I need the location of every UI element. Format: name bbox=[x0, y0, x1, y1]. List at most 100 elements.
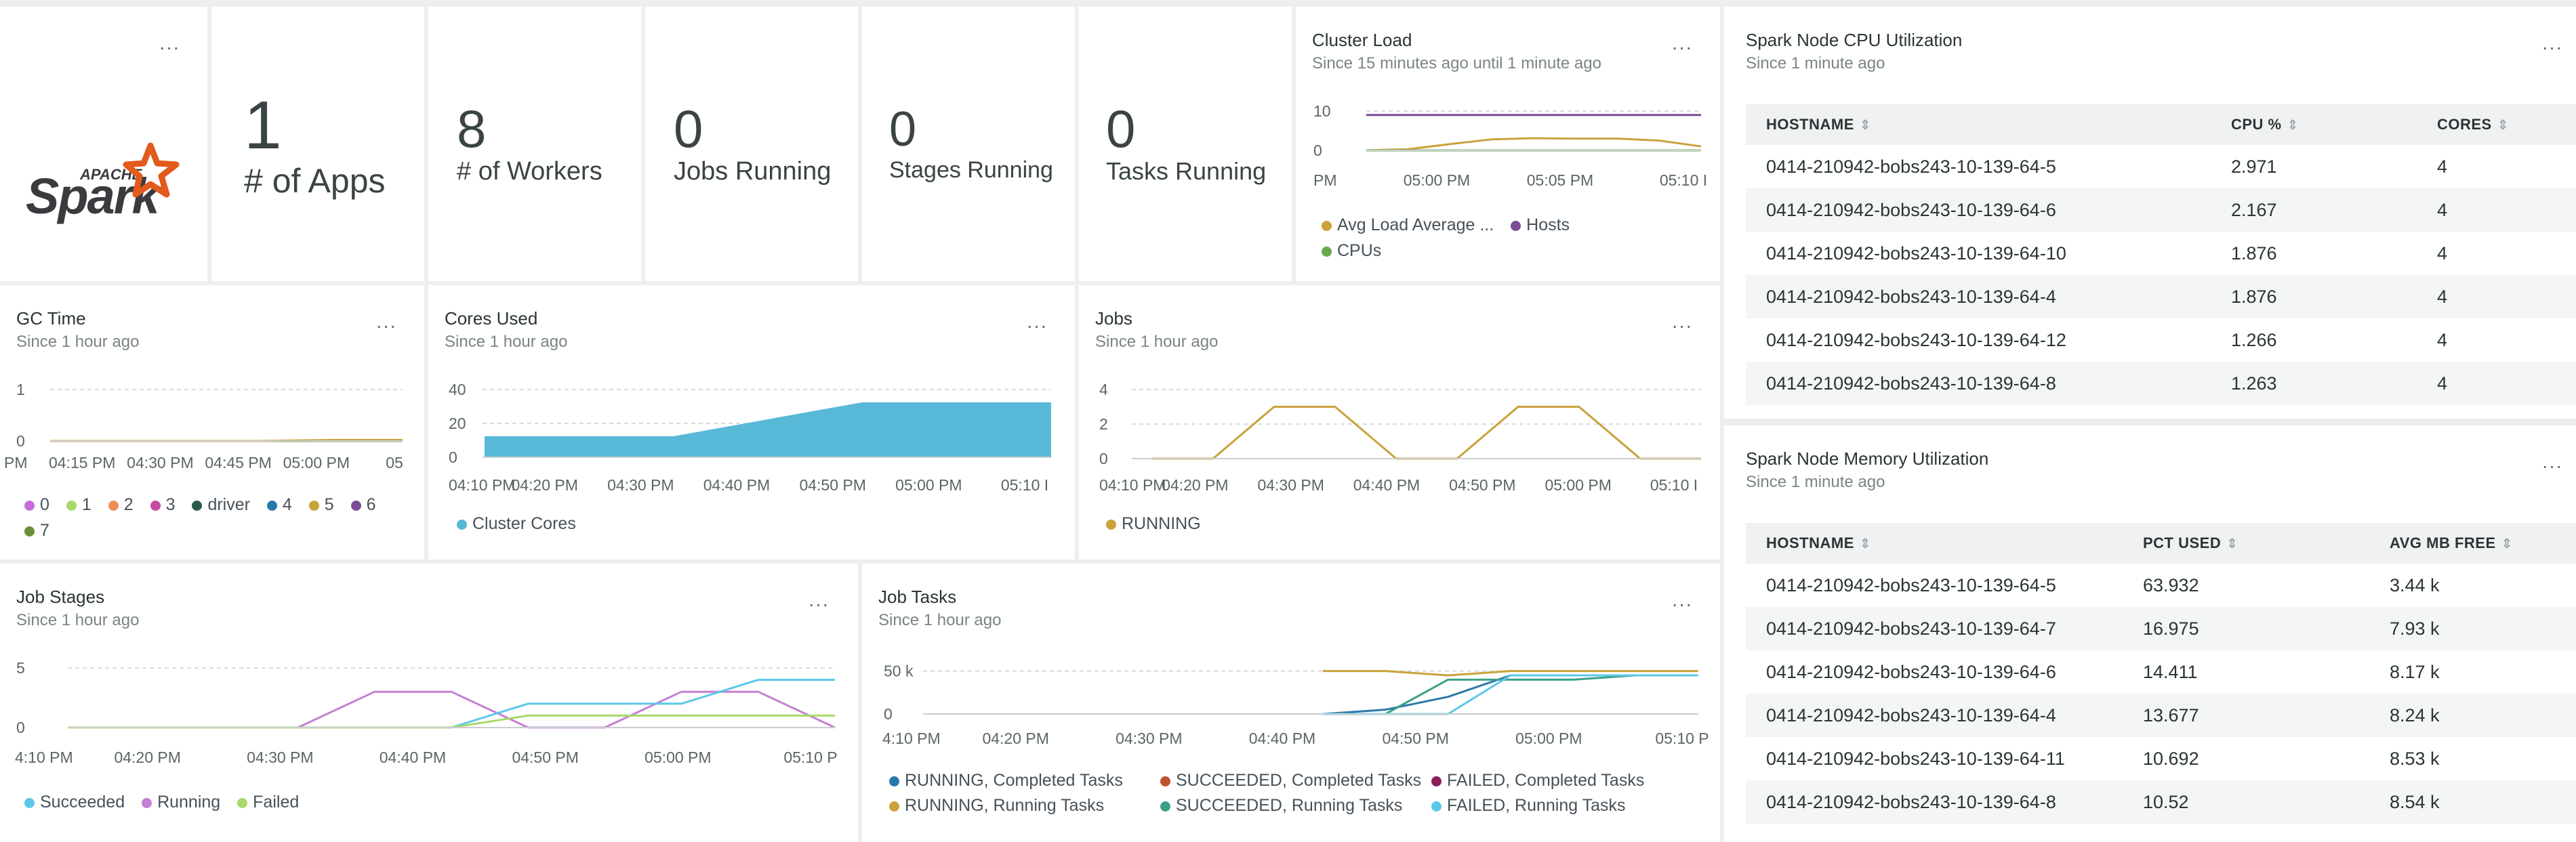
table-row[interactable]: 0414-210942-bobs243-10-139-64-5 2.971 4 bbox=[1766, 156, 2448, 177]
more-menu-button[interactable]: ··· bbox=[1671, 37, 1693, 58]
legend-item[interactable]: 7 bbox=[24, 521, 49, 540]
y-tick-label: 0 bbox=[1313, 142, 1322, 159]
table-row[interactable]: 0414-210942-bobs243-10-139-64-4 1.876 4 bbox=[1746, 275, 2576, 318]
column-header-avg-mb-free[interactable]: AVG MB FREE ⇕ bbox=[2369, 523, 2576, 564]
sort-icon: ⇕ bbox=[2226, 536, 2238, 551]
legend-item[interactable]: driver bbox=[192, 495, 250, 514]
y-tick-label: 2 bbox=[1099, 415, 1108, 433]
x-tick-label: 04:40 PM bbox=[1249, 730, 1315, 747]
legend-item[interactable]: RUNNING, Running Tasks bbox=[889, 796, 1160, 816]
x-tick-label: 05:00 PM bbox=[1545, 476, 1611, 494]
series-line bbox=[1323, 674, 1698, 715]
cluster-load-subtitle: Since 15 minutes ago until 1 minute ago bbox=[1312, 54, 1601, 72]
legend-item[interactable]: Hosts bbox=[1511, 215, 1570, 234]
legend-item[interactable]: Running bbox=[142, 793, 220, 812]
jobs-title: Jobs bbox=[1095, 308, 1132, 329]
x-tick-label: 04:10 PM bbox=[1099, 476, 1166, 494]
table-row[interactable]: 0414-210942-bobs243-10-139-64-4 13.677 8.2… bbox=[1746, 694, 2576, 737]
x-tick-label: 05:00 PM bbox=[645, 749, 711, 766]
table-row[interactable]: 0414-210942-bobs243-10-139-64-11 10.692 8.… bbox=[1766, 748, 2440, 769]
apps-count: 1 bbox=[244, 87, 282, 163]
x-tick-label: 05:10 P bbox=[1655, 730, 1709, 747]
stages-running-count: 0 bbox=[889, 102, 917, 156]
legend-item[interactable]: 6 bbox=[350, 495, 376, 514]
table-row[interactable]: 0414-210942-bobs243-10-139-64-6 2.167 4 bbox=[1746, 188, 2576, 232]
legend-item[interactable]: FAILED, Running Tasks bbox=[1431, 796, 1696, 816]
y-tick-label: 40 bbox=[449, 381, 466, 398]
stat-tile-tasks-running: 0 Tasks Running bbox=[1079, 7, 1292, 281]
legend-item[interactable]: 1 bbox=[66, 495, 91, 514]
legend-item[interactable]: Avg Load Average ... bbox=[1322, 215, 1494, 234]
legend-item[interactable]: 0 bbox=[24, 495, 49, 514]
legend-item[interactable]: Failed bbox=[237, 793, 299, 812]
gc-time-chart: 1 0 PM 04:15 PM 04:30 PM 04:45 PM 05:00 PM 05 bbox=[4, 381, 403, 471]
jobs-running-label: Jobs Running bbox=[674, 157, 832, 186]
x-tick-label: 05 bbox=[386, 454, 403, 471]
table-row[interactable]: 0414-210942-bobs243-10-139-64-12 1.266 4 bbox=[1766, 329, 2448, 350]
job-tasks-title: Job Tasks bbox=[878, 587, 957, 607]
more-menu-button[interactable]: ··· bbox=[808, 593, 830, 614]
more-menu-button[interactable]: ··· bbox=[2541, 455, 2563, 476]
table-row[interactable]: 0414-210942-bobs243-10-139-64-6 14.411 8.1… bbox=[1766, 661, 2440, 682]
legend-item[interactable]: SUCCEEDED, Completed Tasks bbox=[1160, 771, 1431, 791]
more-menu-button[interactable]: ··· bbox=[1671, 593, 1693, 614]
x-tick-label: 04:30 PM bbox=[607, 476, 674, 494]
more-menu-button[interactable]: ··· bbox=[2541, 37, 2563, 58]
cluster-load-legend-row2: CPUs bbox=[1322, 241, 1393, 261]
spark-logo-tile: ··· APACHE Spark bbox=[0, 7, 207, 281]
cpu-table: HOSTNAME ⇕ CPU % ⇕ CORES ⇕ 0414-210942-bobs… bbox=[1746, 104, 2576, 405]
legend-item[interactable]: RUNNING bbox=[1106, 514, 1201, 533]
legend-item[interactable]: 3 bbox=[150, 495, 175, 514]
x-tick-label: 05:05 PM bbox=[1527, 171, 1593, 189]
column-header-hostname[interactable]: HOSTNAME ⇕ bbox=[1746, 104, 2211, 145]
job-stages-tile: Job Stages Since 1 hour ago ··· 5 0 4:10 P… bbox=[0, 564, 858, 842]
tasks-running-count: 0 bbox=[1106, 99, 1136, 159]
legend-item[interactable]: RUNNING, Completed Tasks bbox=[889, 771, 1160, 791]
series-line bbox=[68, 679, 835, 729]
cluster-load-chart: 10 0 PM 05:00 PM 05:05 PM 05:10 I bbox=[1313, 102, 1707, 189]
series-line bbox=[1323, 670, 1698, 677]
table-row[interactable]: 0414-210942-bobs243-10-139-64-5 63.932 3.4… bbox=[1766, 574, 2440, 595]
series-line bbox=[1366, 137, 1702, 152]
table-row[interactable]: 0414-210942-bobs243-10-139-64-10 1.876 4 bbox=[1766, 243, 2448, 264]
x-tick-label: 04:40 PM bbox=[703, 476, 770, 494]
series-area bbox=[485, 402, 1051, 458]
legend-item[interactable]: Cluster Cores bbox=[457, 514, 576, 533]
tasks-running-label: Tasks Running bbox=[1106, 157, 1267, 185]
more-menu-button[interactable]: ··· bbox=[159, 37, 180, 58]
apache-spark-logo: APACHE Spark bbox=[26, 142, 180, 224]
sort-icon: ⇕ bbox=[2497, 118, 2510, 133]
series-line bbox=[68, 690, 836, 729]
table-row[interactable]: 0414-210942-bobs243-10-139-64-7 16.975 7.9… bbox=[1746, 607, 2576, 650]
job-stages-title: Job Stages bbox=[16, 587, 105, 607]
column-header-pct-used[interactable]: PCT USED ⇕ bbox=[2123, 523, 2369, 564]
more-menu-button[interactable]: ··· bbox=[375, 315, 397, 336]
memory-utilization-tile: Spark Node Memory Utilization Since 1 mi… bbox=[1724, 425, 2576, 842]
x-tick-label: 05:10 P bbox=[783, 749, 837, 766]
more-menu-button[interactable]: ··· bbox=[1026, 315, 1048, 336]
legend-item[interactable]: 4 bbox=[266, 495, 292, 514]
table-row[interactable]: 0414-210942-bobs243-10-139-64-8 10.52 8.54… bbox=[1746, 780, 2576, 824]
x-tick-label: 04:20 PM bbox=[511, 476, 577, 494]
x-tick-label: 04:40 PM bbox=[1353, 476, 1420, 494]
more-menu-button[interactable]: ··· bbox=[1671, 315, 1693, 336]
legend-item[interactable]: 2 bbox=[108, 495, 134, 514]
legend-item[interactable]: 5 bbox=[308, 495, 334, 514]
x-tick-label: 04:30 PM bbox=[127, 454, 193, 471]
legend-item[interactable]: CPUs bbox=[1322, 241, 1381, 260]
jobs-running-count: 0 bbox=[674, 99, 703, 159]
column-header-cores[interactable]: CORES ⇕ bbox=[2417, 104, 2576, 145]
cpu-utilization-tile: Spark Node CPU Utilization Since 1 minut… bbox=[1724, 7, 2576, 419]
legend-item[interactable]: FAILED, Completed Tasks bbox=[1431, 771, 1696, 791]
cpu-table-scroll[interactable]: HOSTNAME ⇕ CPU % ⇕ CORES ⇕ 0414-210942-bobs… bbox=[1746, 104, 2576, 407]
legend-item[interactable]: SUCCEEDED, Running Tasks bbox=[1160, 796, 1431, 816]
column-header-hostname[interactable]: HOSTNAME ⇕ bbox=[1746, 523, 2123, 564]
memory-table-scroll[interactable]: HOSTNAME ⇕ PCT USED ⇕ AVG MB FREE ⇕ 0414-21… bbox=[1746, 523, 2576, 830]
stat-tile-stages-running: 0 Stages Running bbox=[862, 7, 1075, 281]
table-row[interactable]: 0414-210942-bobs243-10-139-64-8 1.263 4 bbox=[1746, 362, 2576, 405]
legend-item[interactable]: Succeeded bbox=[24, 793, 125, 812]
job-tasks-chart: 50 k 0 4:10 PM 04:20 PM 04:30 PM 04:40 PM 04:5… bbox=[882, 662, 1709, 747]
x-tick-label: 04:45 PM bbox=[205, 454, 271, 471]
column-header-cpu[interactable]: CPU % ⇕ bbox=[2211, 104, 2417, 145]
